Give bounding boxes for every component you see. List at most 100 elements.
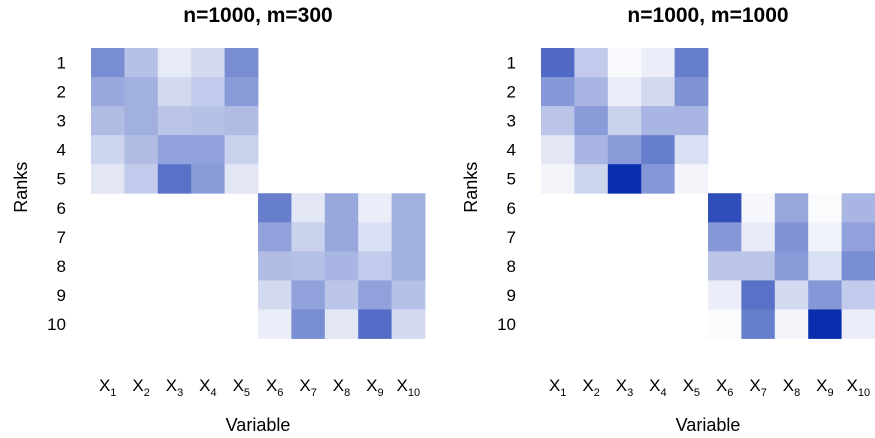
heatmap-cell: [841, 251, 875, 281]
heatmap-cell: [157, 164, 192, 194]
heatmap-cell: [258, 193, 292, 223]
x-tick-label: X6: [266, 376, 283, 399]
heatmap-cell: [324, 251, 359, 281]
heatmap-cell: [574, 164, 609, 194]
heatmap-cell: [191, 164, 225, 194]
heatmap-cell: [358, 222, 392, 252]
heatmap-cell: [124, 77, 159, 107]
heatmap-cell: [808, 193, 842, 223]
heatmap-cell: [157, 77, 192, 107]
heatmap-cell: [774, 251, 809, 281]
heatmap-cell: [574, 77, 609, 107]
heatmap-cell: [841, 309, 875, 339]
heatmap-cell: [607, 106, 642, 136]
x-tick-label: X10: [847, 376, 871, 399]
heatmap-cell: [358, 251, 392, 281]
heatmap-cell: [191, 106, 225, 136]
heatmap-cell: [324, 222, 359, 252]
heatmap-cell: [191, 77, 225, 107]
heatmap-cell: [224, 135, 259, 165]
heatmap-cell: [124, 164, 159, 194]
y-axis-label: Ranks: [461, 162, 481, 213]
heatmap-cell: [258, 222, 292, 252]
y-tick-label: 1: [57, 54, 66, 73]
heatmap-cell: [324, 193, 359, 223]
heatmap-cell: [708, 193, 742, 223]
x-tick-label: X8: [783, 376, 800, 399]
heatmap-cell: [391, 251, 426, 281]
heatmap-cell: [358, 193, 392, 223]
x-tick-label: X8: [333, 376, 350, 399]
heatmap-cell: [674, 77, 709, 107]
heatmap-cell: [741, 222, 776, 252]
x-tick-label: X7: [749, 376, 766, 399]
chart-title: n=1000, m=1000: [627, 4, 788, 27]
heatmap-cell: [391, 222, 426, 252]
heatmap-cell: [741, 251, 776, 281]
x-tick-label: X9: [816, 376, 833, 399]
heatmap-cell: [391, 280, 426, 310]
y-tick-label: 3: [57, 112, 66, 131]
heatmap-cell: [841, 280, 875, 310]
y-tick-label: 7: [507, 228, 516, 247]
heatmap-cell: [541, 106, 575, 136]
y-tick-label: 6: [507, 199, 516, 218]
heatmap-cell: [91, 48, 125, 78]
heatmap-cell: [708, 280, 742, 310]
heatmap-cell: [541, 77, 575, 107]
heatmap-cell: [91, 77, 125, 107]
y-tick-label: 2: [507, 83, 516, 102]
heatmap-cell: [391, 193, 426, 223]
heatmap-cell: [258, 309, 292, 339]
heatmap-cell: [91, 106, 125, 136]
heatmap-cell: [708, 222, 742, 252]
y-tick-label: 9: [57, 286, 66, 305]
x-tick-label: X7: [299, 376, 316, 399]
heatmap-cell: [841, 222, 875, 252]
x-tick-label: X4: [649, 376, 666, 399]
heatmap-cell: [224, 77, 259, 107]
heatmap-cell: [91, 135, 125, 165]
heatmap-cell: [808, 309, 842, 339]
x-tick-label: X9: [366, 376, 383, 399]
heatmap-cell: [291, 193, 326, 223]
heatmap-cell: [774, 222, 809, 252]
y-tick-label: 3: [507, 112, 516, 131]
heatmap-cell: [391, 309, 426, 339]
chart-title: n=1000, m=300: [183, 4, 332, 27]
heatmap-cell: [607, 164, 642, 194]
heatmap-cell: [774, 193, 809, 223]
heatmap-cell: [91, 164, 125, 194]
heatmap-cell: [607, 135, 642, 165]
heatmap-cell: [574, 106, 609, 136]
x-tick-label: X5: [233, 376, 250, 399]
heatmap-panel-1: n=1000, m=300 1 2 3 4 5 6 7 8 9 10 X1 X2 X3 X4 X5 X6 X7 X8…: [11, 4, 426, 435]
y-tick-label: 10: [497, 315, 516, 334]
x-tick-label: X2: [132, 376, 149, 399]
heatmap-cell: [708, 309, 742, 339]
y-axis-label: Ranks: [11, 162, 31, 213]
heatmap-cell: [841, 193, 875, 223]
heatmap-cell: [224, 164, 259, 194]
heatmap-cell: [291, 309, 326, 339]
heatmap-cell: [674, 135, 709, 165]
heatmap-cell: [291, 222, 326, 252]
x-axis-label: Variable: [676, 415, 741, 435]
heatmap-cell: [641, 106, 675, 136]
y-tick-label: 9: [507, 286, 516, 305]
heatmap-cell: [224, 48, 259, 78]
heatmap-cell: [741, 309, 776, 339]
heatmap-cell: [774, 280, 809, 310]
heatmap-cell: [324, 280, 359, 310]
heatmap-cell: [358, 280, 392, 310]
y-tick-label: 8: [57, 257, 66, 276]
heatmap-cell: [674, 164, 709, 194]
heatmap-cell: [674, 106, 709, 136]
y-tick-label: 10: [47, 315, 66, 334]
x-tick-label: X2: [582, 376, 599, 399]
heatmap-cell: [641, 77, 675, 107]
y-tick-label: 4: [507, 141, 516, 160]
heatmap-cell: [258, 251, 292, 281]
x-tick-label: X3: [616, 376, 633, 399]
heatmap-cell: [607, 77, 642, 107]
